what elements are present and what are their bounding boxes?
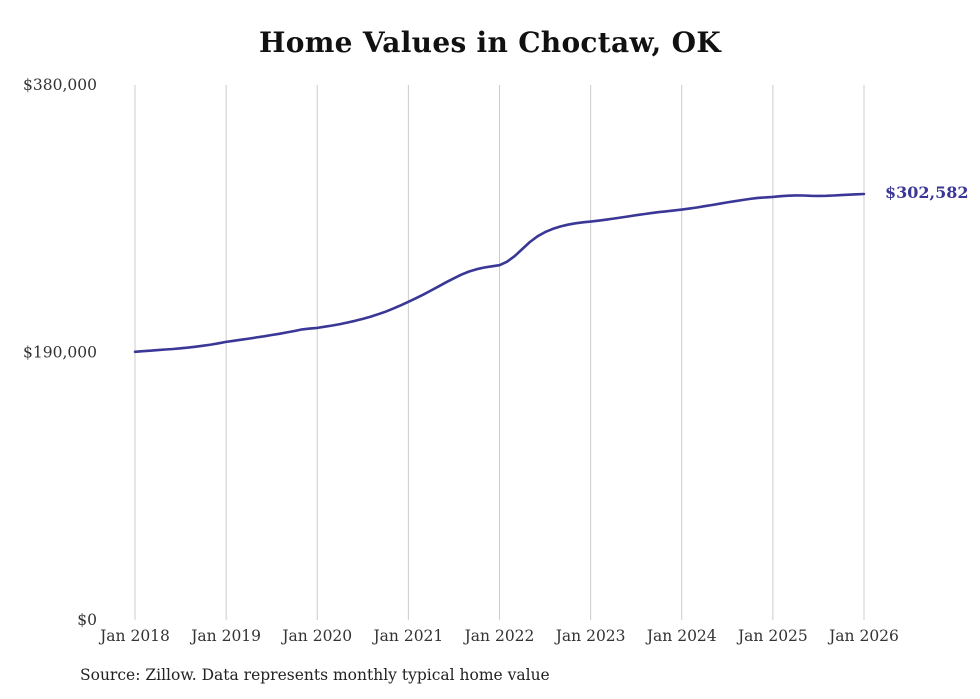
source-note: Source: Zillow. Data represents monthly …: [80, 666, 550, 684]
x-tick-label: Jan 2024: [645, 627, 717, 645]
final-value-label: $302,582: [885, 183, 969, 202]
x-tick-label: Jan 2019: [189, 627, 261, 645]
x-tick-label: Jan 2021: [371, 627, 443, 645]
y-tick-label: $0: [77, 611, 97, 629]
x-tick-label: Jan 2026: [827, 627, 899, 645]
chart-title: Home Values in Choctaw, OK: [259, 26, 721, 59]
x-tick-label: Jan 2025: [736, 627, 808, 645]
x-tick-label: Jan 2020: [280, 627, 352, 645]
y-tick-label: $190,000: [23, 344, 97, 362]
x-tick-label: Jan 2018: [98, 627, 170, 645]
value-line: [133, 192, 866, 354]
y-tick-label: $380,000: [23, 76, 97, 94]
x-tick-label: Jan 2023: [554, 627, 626, 645]
x-tick-label: Jan 2022: [463, 627, 535, 645]
